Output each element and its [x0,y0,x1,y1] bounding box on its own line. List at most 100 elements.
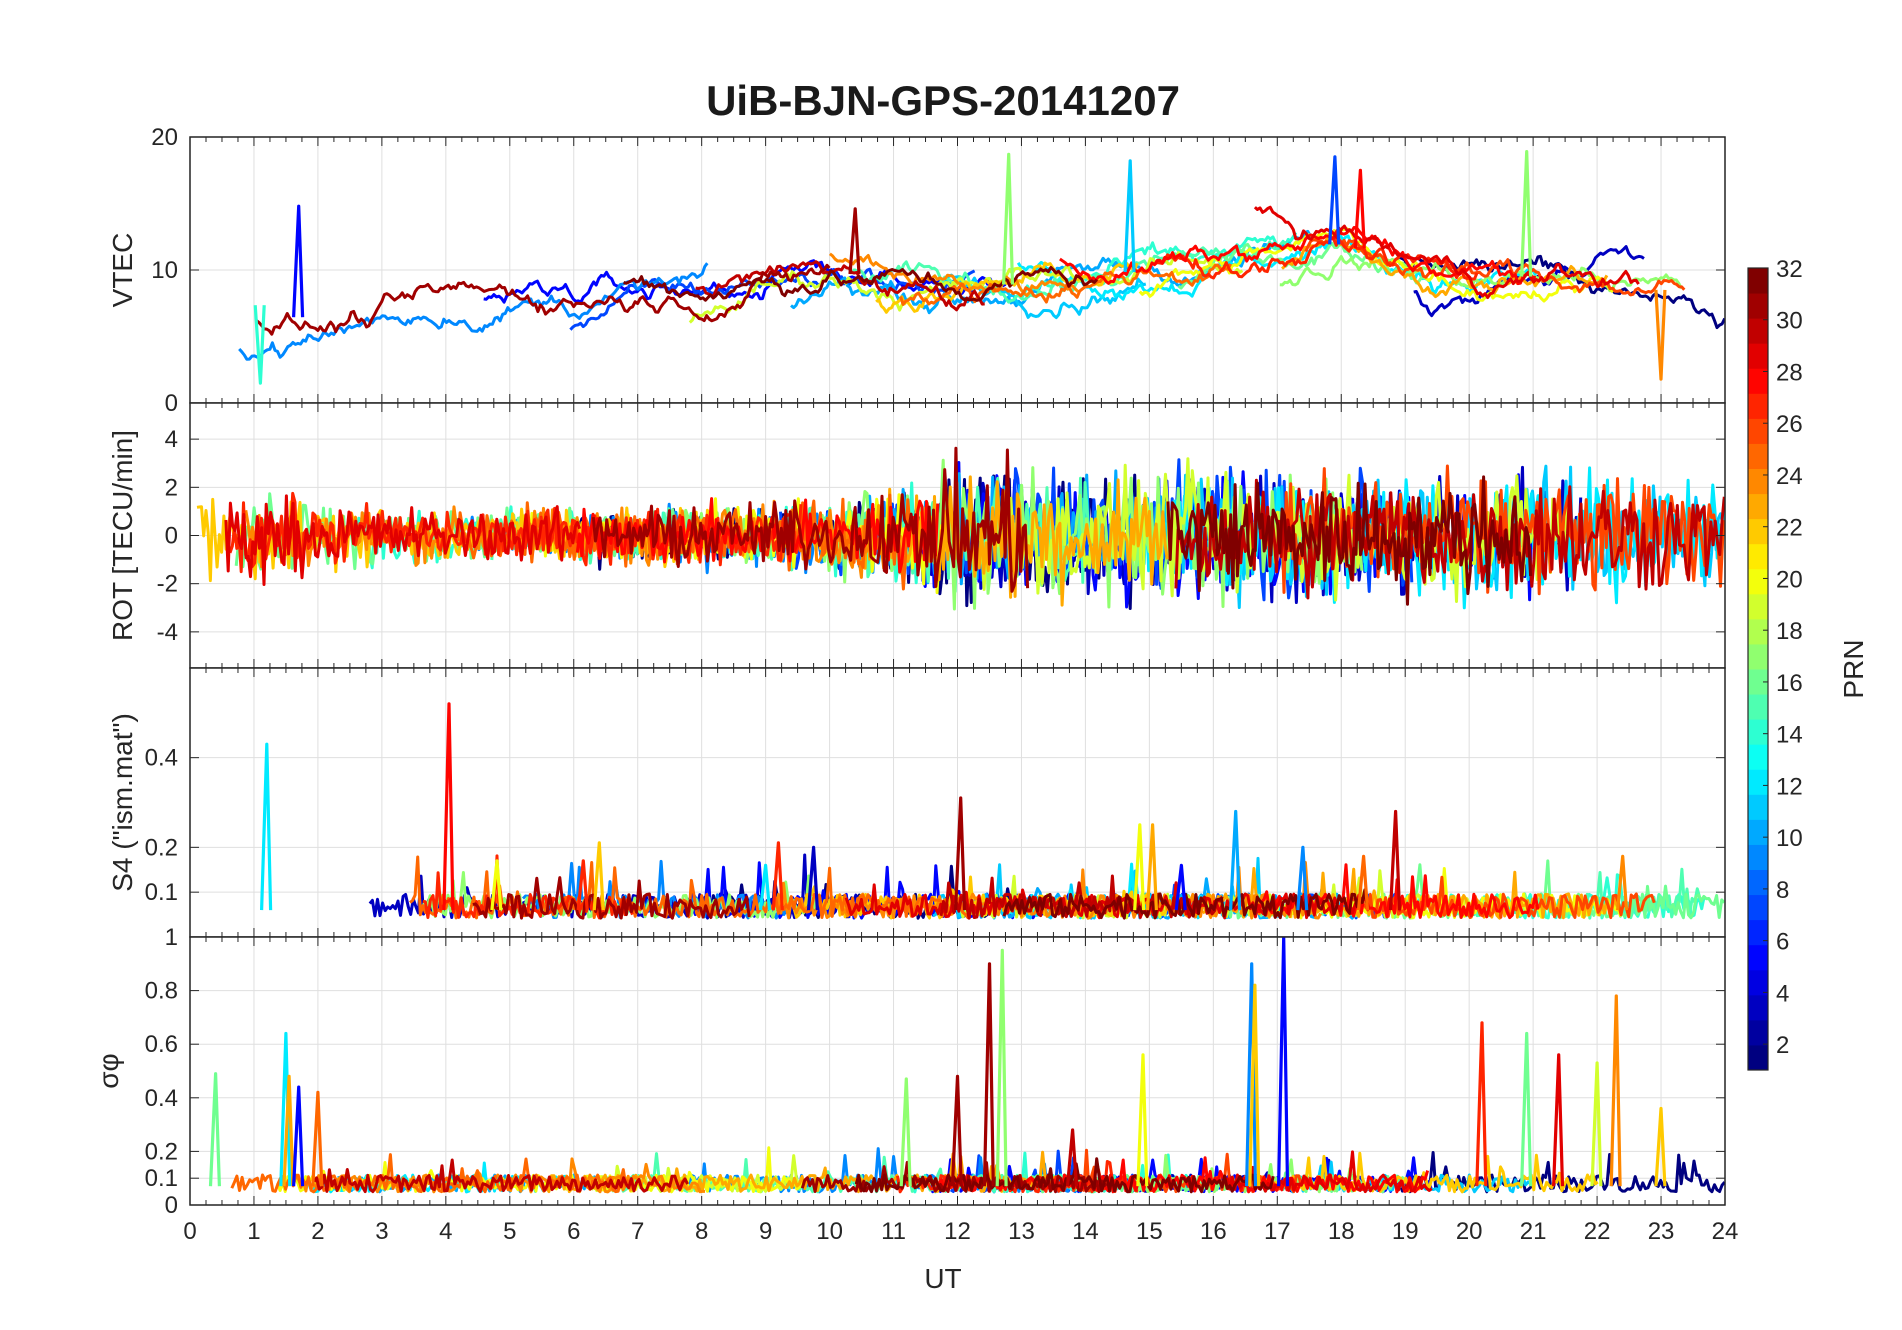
x-tick-label: 9 [759,1218,772,1245]
spike-prn-28 [442,702,455,911]
colorbar-segment [1748,643,1768,670]
spike-prn-22 [592,841,605,911]
colorbar-segment [1748,869,1768,896]
colorbar-tick-label: 26 [1776,411,1803,438]
y-tick-label: 0.4 [145,745,178,772]
colorbar-tick-label: 10 [1776,825,1803,852]
x-tick-label: 22 [1584,1218,1611,1245]
x-tick-label: 4 [439,1218,452,1245]
spike-prn-22 [1248,983,1261,1187]
colorbar-segment [1748,318,1768,344]
colorbar-segment [1748,343,1768,369]
colorbar-segment [1748,1044,1768,1071]
spike-prn-11 [1123,159,1136,273]
colorbar-segment [1748,1019,1768,1046]
panel-vtec: 0 10 20 VTEC [107,124,1726,417]
colorbar-tick-label: 12 [1776,773,1803,800]
colorbar-label: PRN [1838,639,1869,698]
colorbar-tick-label: 18 [1776,618,1803,645]
series-prn-3 [1413,245,1645,318]
spike-prn-17 [1002,152,1015,285]
colorbar-tick-label: 28 [1776,359,1803,386]
spike-prn-9 [1245,962,1258,1187]
y-tick-label: -4 [157,619,178,646]
series-group [238,150,1725,385]
colorbar-tick-label: 32 [1776,256,1803,283]
spike-prn-5 [1174,863,1187,911]
colorbar-segment [1748,794,1768,820]
colorbar-segment [1748,368,1768,394]
spike-prn-17 [995,948,1008,1187]
colorbar-segment [1748,543,1768,570]
x-tick-label: 3 [375,1218,388,1245]
series-prn-30 [312,1158,689,1194]
colorbar-segment [1748,819,1768,845]
x-tick-label: 23 [1648,1218,1675,1245]
spike-prn-27 [771,841,784,911]
colorbar-segment [1748,694,1768,720]
spike-prn-20 [1136,1053,1149,1187]
x-tick-label: 2 [311,1218,324,1245]
spike-prn-7 [1328,155,1341,245]
spike-prn-12 [260,742,273,911]
y-tick-label: 0.2 [145,834,178,861]
series-prn-31 [800,1160,1108,1194]
colorbar-segment [1748,844,1768,870]
spike-prn-14 [253,305,266,385]
x-tick-label: 19 [1392,1218,1419,1245]
series-prn-29 [1253,205,1640,299]
series-group [208,937,1725,1194]
y-tick-label: 10 [151,257,178,284]
spike-prn-28 [1353,168,1366,249]
x-axis-label: UT [924,1263,961,1294]
series-prn-32 [854,1157,1275,1194]
colorbar-tick-label: 30 [1776,308,1803,335]
y-tick-label: 0 [165,390,178,417]
colorbar-segment [1748,618,1768,645]
spike-prn-30 [1065,1128,1079,1187]
series-prn-32 [1166,475,1533,606]
spike-prn-12 [758,863,772,911]
colorbar-tick-label: 6 [1776,929,1789,956]
series-prn-31 [591,446,1030,593]
spike-prn-5 [1277,937,1290,1187]
x-tick-label: 20 [1456,1218,1483,1245]
series-prn-24 [828,252,1080,298]
colorbar-segment [1748,719,1768,745]
colorbar-segment [1748,293,1768,319]
colorbar-segment [1748,969,1768,996]
y-axis-label: σφ [93,1053,124,1088]
x-tick-label: 13 [1008,1218,1035,1245]
spike-prn-12 [279,1031,292,1187]
spike-prn-27 [576,859,589,911]
spike-prn-9 [1296,845,1309,911]
panel-s4: 0.1 0.2 0.4 S4 ("ism.mat") [107,667,1726,938]
x-tick-label: 8 [695,1218,708,1245]
x-tick-label: 14 [1072,1218,1099,1245]
panel-sigma_phi: 00.10.2 0.4 0.6 0.8 1 σφ [93,924,1726,1219]
spike-prn-20 [1133,823,1146,911]
y-tick-label: 2 [165,474,178,501]
spike-prn-31 [950,1074,963,1187]
series-prn-30 [1174,478,1725,600]
colorbar-tick-label: 20 [1776,566,1803,593]
spike-prn-10 [1229,809,1242,911]
spike-prn-23 [1145,823,1158,911]
colorbar-tick-label: 8 [1776,877,1789,904]
colorbar-segment [1748,919,1768,946]
spike-prn-31 [848,207,861,275]
colorbar-segment [1748,593,1768,620]
spike-prn-25 [1356,854,1370,911]
spike-prn-24 [1609,994,1622,1187]
spike-prn-19 [1590,1061,1603,1187]
spike-prn-5 [292,1085,305,1187]
y-axis-label: VTEC [107,233,138,308]
colorbar-tick-label: 14 [1776,722,1803,749]
x-tick-label: 21 [1520,1218,1547,1245]
panel-rot: -4 -2 0 2 4 ROT [TECU/min] [107,402,1726,669]
spike-prn-20 [490,859,503,911]
x-tick-label: 24 [1712,1218,1739,1245]
spike-prn-24 [1654,289,1667,381]
